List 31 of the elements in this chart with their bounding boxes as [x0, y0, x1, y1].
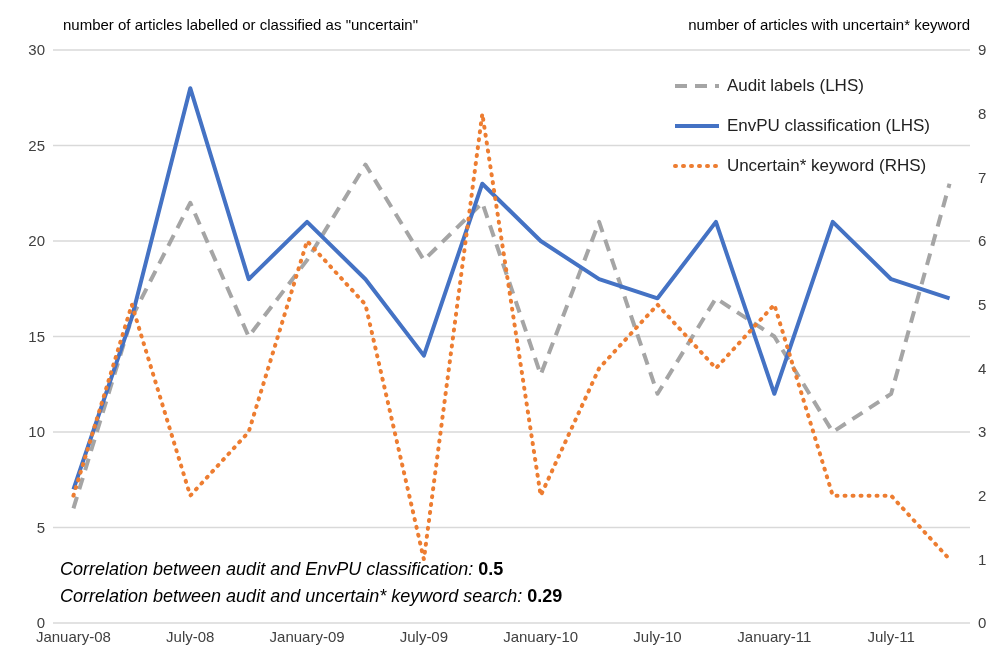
y-tick-label: 15	[28, 327, 45, 345]
x-tick-label: January-11	[737, 627, 812, 645]
y-axis-title: number of articles labelled or classified as "uncertain"	[63, 16, 418, 33]
y2-tick-label: 2	[978, 486, 987, 504]
y2-tick-label: 0	[978, 614, 987, 632]
y2-tick-label: 3	[978, 423, 987, 441]
y-tick-label: 20	[28, 232, 45, 250]
annotation: Correlation between audit and uncertain* keyword search: 0.29	[60, 586, 563, 606]
y2-tick-label: 7	[978, 168, 987, 186]
y-tick-label: 10	[28, 423, 45, 441]
annotation: Correlation between audit and EnvPU classification: 0.5	[60, 559, 504, 579]
y2-tick-label: 1	[978, 550, 987, 568]
x-tick-label: July-09	[399, 627, 449, 645]
x-tick-label: January-09	[269, 627, 345, 645]
y2-tick-label: 9	[978, 41, 987, 59]
x-tick-label: July-10	[633, 627, 682, 645]
y-tick-label: 25	[28, 136, 45, 154]
x-tick-label: July-08	[166, 627, 215, 645]
y2-tick-label: 6	[978, 232, 987, 250]
line-series	[71, 111, 952, 562]
y2-tick-label: 5	[978, 295, 987, 313]
y2-tick-label: 8	[978, 104, 987, 122]
y-tick-label: 5	[36, 518, 45, 536]
legend-label: EnvPU classification (LHS)	[726, 116, 930, 136]
x-tick-label: January-10	[503, 627, 579, 645]
y2-axis-title: number of articles with uncertain* keyword	[688, 16, 970, 33]
legend-label: Uncertain* keyword (RHS)	[726, 156, 927, 176]
y2-tick-label: 4	[978, 359, 987, 377]
legend-label: Audit labels (LHS)	[726, 76, 864, 96]
x-tick-label: July-11	[867, 627, 915, 645]
y-tick-label: 30	[28, 41, 45, 59]
